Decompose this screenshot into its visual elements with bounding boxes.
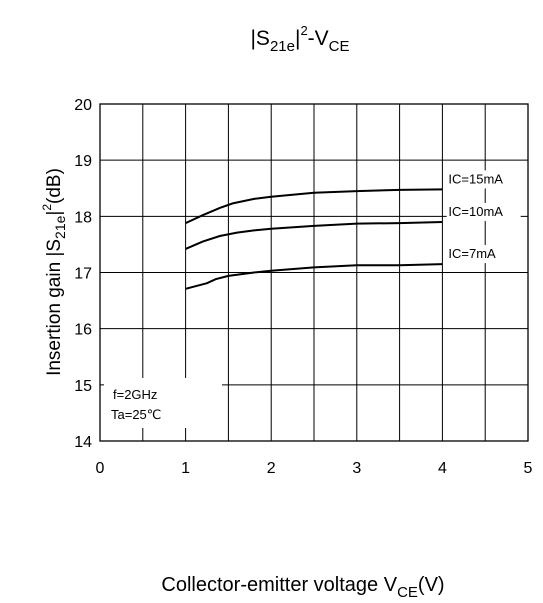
y-tick-label: 17 [74, 266, 92, 283]
series-label-bg [446, 170, 521, 189]
series-line-1 [185, 221, 443, 250]
series-label-bg [446, 245, 521, 264]
x-tick-label: 5 [524, 460, 533, 477]
y-tick-labels: 14 15 16 17 18 19 20 [74, 97, 92, 451]
x-tick-label: 4 [438, 460, 447, 477]
y-tick-label: 20 [74, 97, 92, 114]
plot-frame [99, 103, 529, 442]
x-tick-labels: 0 1 2 3 4 5 [96, 460, 533, 477]
series-line-0 [185, 188, 443, 225]
series-label-1: IC=10mA [448, 204, 503, 219]
y-tick-label: 15 [74, 378, 92, 395]
x-tick-label: 0 [96, 460, 105, 477]
annotation-frequency: f=2GHz [113, 387, 157, 402]
series-label-0: IC=15mA [448, 171, 503, 186]
conditions-box [104, 378, 222, 428]
y-axis-label: Insertion gain |S21e|2(dB) [40, 168, 68, 376]
y-tick-label: 14 [74, 434, 92, 451]
y-tick-label: 18 [74, 209, 92, 226]
series-label-bg [446, 202, 521, 221]
series-line-2 [185, 263, 443, 290]
y-tick-label: 16 [74, 322, 92, 339]
series-group [185, 188, 443, 290]
x-axis-label: Collector-emitter voltage VCE(V) [161, 574, 444, 601]
series-labels: IC=15mA IC=10mA IC=7mA [446, 170, 521, 264]
chart-title: |S21e|2-VCE [250, 23, 349, 55]
x-tick-label: 3 [352, 460, 361, 477]
annotation-temperature: Ta=25℃ [111, 407, 161, 422]
x-tick-label: 2 [267, 460, 276, 477]
y-tick-label: 19 [74, 153, 92, 170]
series-label-2: IC=7mA [448, 246, 496, 261]
x-tick-label: 1 [181, 460, 190, 477]
